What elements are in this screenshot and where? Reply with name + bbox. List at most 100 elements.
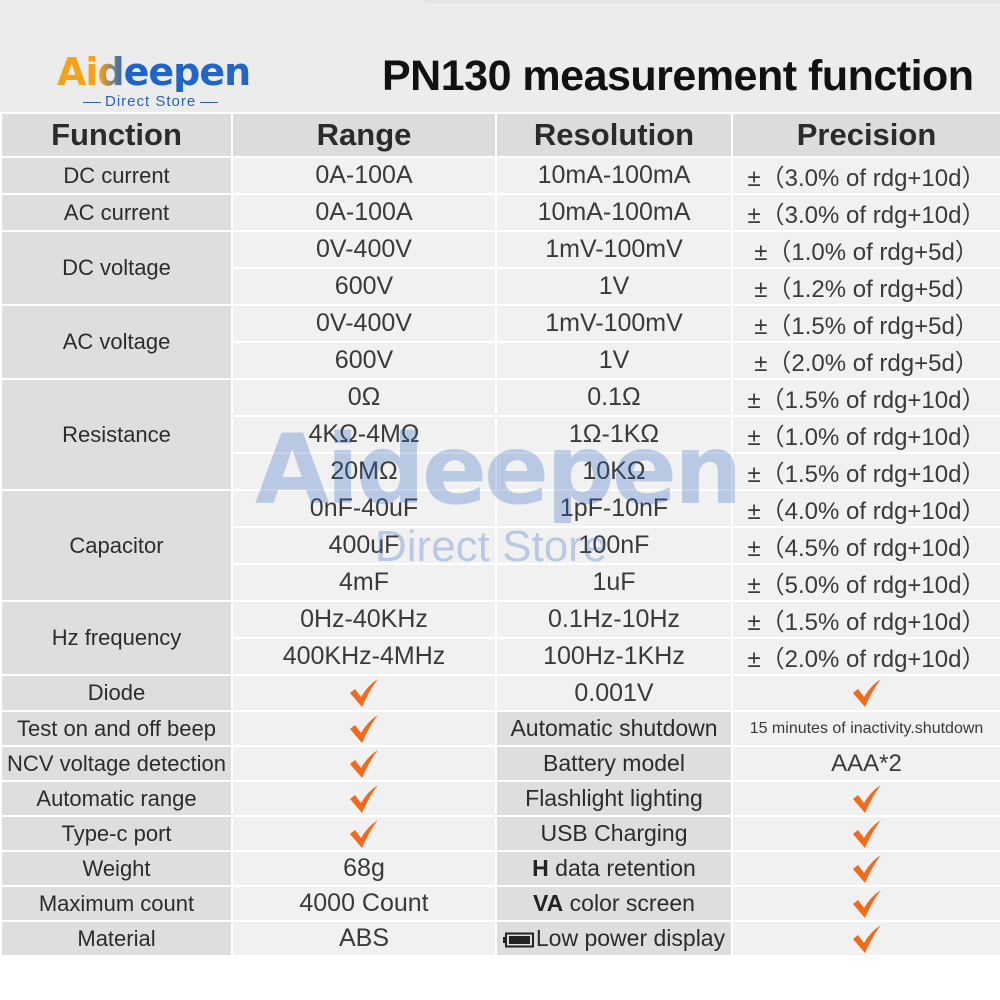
table-row: AC voltage 0V-400V 1mV-100mV ±（1.5% of r…	[0, 304, 1000, 380]
table-row: DC voltage 0V-400V 1mV-100mV ±（1.0% of r…	[0, 230, 1000, 306]
precision-cell: ±（3.0% of rdg+10d）	[731, 156, 1000, 195]
feature-label: Automatic range	[0, 780, 233, 817]
range-cell: 0Ω	[231, 378, 497, 417]
feature-label: Flashlight lighting	[495, 780, 733, 817]
column-header-range: Range	[231, 112, 497, 158]
supported-cell	[731, 885, 1000, 922]
resolution-cell: 0.001V	[495, 674, 733, 712]
precision-cell: ±（1.0% of rdg+5d）	[731, 230, 1000, 269]
table-row: Type-c port USB Charging	[0, 815, 1000, 852]
checkmark-icon	[851, 784, 883, 814]
feature-value: 15 minutes of inactivity.shutdown	[731, 710, 1000, 747]
resolution-cell: 0.1Hz-10Hz	[495, 600, 733, 639]
checkmark-icon	[851, 889, 883, 919]
checkmark-icon	[851, 678, 883, 708]
table-row: 600V 1V ±（2.0% of rdg+5d）	[1, 341, 1000, 380]
range-cell: 0A-100A	[231, 156, 497, 195]
precision-cell: ±（3.0% of rdg+10d）	[731, 193, 1000, 232]
feature-label: Material	[0, 920, 233, 957]
resolution-cell: 1pF-10nF	[495, 489, 733, 528]
precision-cell: ±（2.0% of rdg+5d）	[731, 341, 1000, 380]
range-cell: 20MΩ	[231, 452, 497, 491]
brand-logo: Aideepen Direct Store	[57, 52, 277, 112]
precision-cell: ±（1.5% of rdg+5d）	[731, 304, 1000, 343]
feature-label: Test on and off beep	[0, 710, 233, 747]
supported-cell	[231, 674, 497, 712]
brand-logo-subtitle: Direct Store	[79, 93, 222, 110]
table-row: Weight 68g H data retention	[0, 850, 1000, 887]
table-row: Maximum count 4000 Count VA color screen	[0, 885, 1000, 922]
feature-value: 68g	[231, 850, 497, 887]
checkmark-icon	[348, 819, 380, 849]
table-row: 4KΩ-4MΩ 1Ω-1KΩ ±（1.0% of rdg+10d）	[1, 415, 1000, 454]
page-title: PN130 measurement function	[382, 52, 974, 100]
supported-cell	[231, 745, 497, 782]
resolution-cell: 1mV-100mV	[495, 230, 733, 269]
supported-cell	[731, 780, 1000, 817]
function-label: AC voltage	[0, 304, 233, 380]
resolution-cell: 1Ω-1KΩ	[495, 415, 733, 454]
resolution-cell: 0.1Ω	[495, 378, 733, 417]
checkmark-icon	[851, 924, 883, 954]
table-row: 400KHz-4MHz 100Hz-1KHz ±（2.0% of rdg+10d…	[1, 637, 1000, 676]
table-row: DC current 0A-100A 10mA-100mA ±（3.0% of …	[0, 156, 1000, 195]
feature-label: Automatic shutdown	[495, 710, 733, 747]
supported-cell	[231, 780, 497, 817]
table-row: Diode 0.001V	[0, 674, 1000, 712]
feature-label-text: color screen	[563, 890, 695, 916]
supported-cell	[731, 850, 1000, 887]
feature-label: Type-c port	[0, 815, 233, 852]
table-row: Hz frequency 0Hz-40KHz 0.1Hz-10Hz ±（1.5%…	[0, 600, 1000, 676]
feature-label: Low power display	[495, 920, 733, 957]
function-label: Diode	[0, 674, 233, 712]
table-row: 20MΩ 10KΩ ±（1.5% of rdg+10d）	[1, 452, 1000, 491]
feature-label: H data retention	[495, 850, 733, 887]
feature-label: Maximum count	[0, 885, 233, 922]
precision-cell: ±（2.0% of rdg+10d）	[731, 637, 1000, 676]
precision-cell: ±（1.5% of rdg+10d）	[731, 378, 1000, 417]
range-cell: 0V-400V	[231, 230, 497, 269]
precision-cell: ±（1.0% of rdg+10d）	[731, 415, 1000, 454]
function-label: AC current	[0, 193, 233, 232]
supported-cell	[731, 674, 1000, 712]
range-cell: 400KHz-4MHz	[231, 637, 497, 676]
checkmark-icon	[851, 854, 883, 884]
table-row: AC current 0A-100A 10mA-100mA ±（3.0% of …	[0, 193, 1000, 232]
precision-cell: ±（1.5% of rdg+10d）	[731, 600, 1000, 639]
checkmark-icon	[348, 714, 380, 744]
range-cell: 600V	[231, 341, 497, 380]
supported-cell	[731, 920, 1000, 957]
feature-value: AAA*2	[731, 745, 1000, 782]
checkmark-icon	[348, 678, 380, 708]
table-row: Capacitor 0nF-40uF 1pF-10nF ±（4.0% of rd…	[0, 489, 1000, 602]
table-row: 4mF 1uF ±（5.0% of rdg+10d）	[1, 563, 1000, 602]
range-cell: 0nF-40uF	[231, 489, 497, 528]
feature-label: Weight	[0, 850, 233, 887]
function-label: Hz frequency	[0, 600, 233, 676]
resolution-cell: 100Hz-1KHz	[495, 637, 733, 676]
table-row: 600V 1V ±（1.2% of rdg+5d）	[1, 267, 1000, 306]
spec-table: Function Range Resolution Precision DC c…	[0, 112, 1000, 957]
feature-prefix: H	[532, 855, 549, 881]
resolution-cell: 1uF	[495, 563, 733, 602]
battery-icon	[502, 932, 535, 948]
table-row: 400uF 100nF ±（4.5% of rdg+10d）	[1, 526, 1000, 565]
supported-cell	[231, 815, 497, 852]
function-label: Capacitor	[0, 489, 233, 602]
range-cell: 4KΩ-4MΩ	[231, 415, 497, 454]
feature-label: VA color screen	[495, 885, 733, 922]
resolution-cell: 10KΩ	[495, 452, 733, 491]
feature-label: USB Charging	[495, 815, 733, 852]
resolution-cell: 100nF	[495, 526, 733, 565]
feature-label: NCV voltage detection	[0, 745, 233, 782]
range-cell: 400uF	[231, 526, 497, 565]
table-row: Material ABS Low power display	[0, 920, 1000, 957]
table-row: Resistance 0Ω 0.1Ω ±（1.5% of rdg+10d）	[0, 378, 1000, 491]
range-cell: 0Hz-40KHz	[231, 600, 497, 639]
brand-logo-name: Aideepen	[57, 50, 251, 94]
feature-label-text: data retention	[548, 855, 696, 881]
resolution-cell: 1mV-100mV	[495, 304, 733, 343]
resolution-cell: 10mA-100mA	[495, 156, 733, 195]
table-row: Test on and off beep Automatic shutdown …	[0, 710, 1000, 747]
